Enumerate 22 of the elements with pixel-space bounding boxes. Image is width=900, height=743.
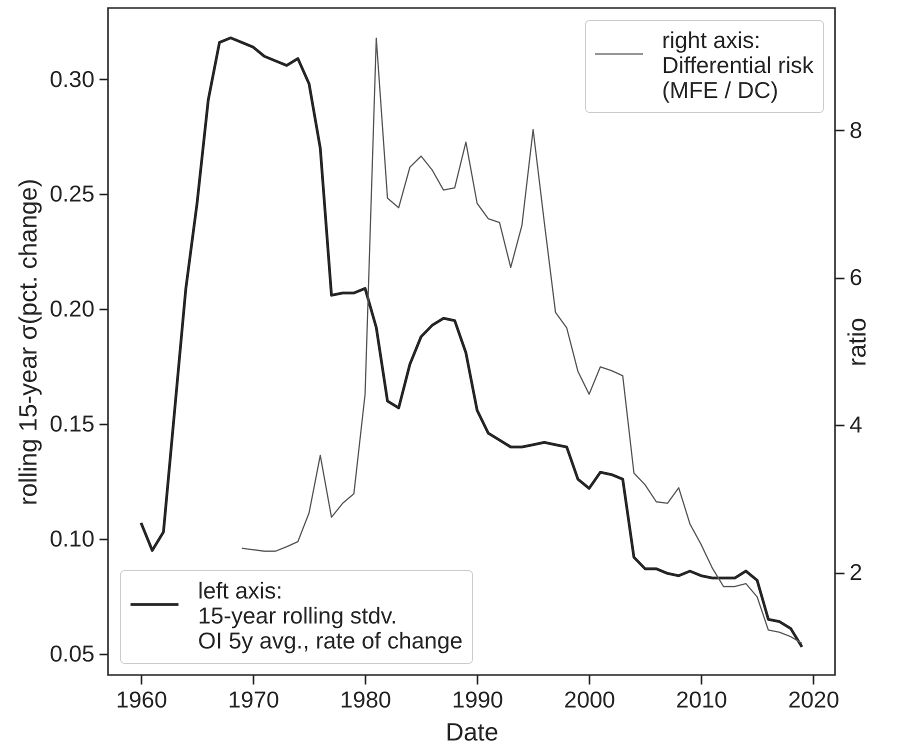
y2-tick-label: 4 xyxy=(850,412,862,438)
x-tick-label: 2020 xyxy=(788,686,840,712)
y2-tick-label: 8 xyxy=(850,116,862,143)
y-tick-label: 0.20 xyxy=(50,296,94,322)
y-tick-label: 0.30 xyxy=(50,66,94,92)
x-tick-label: 1960 xyxy=(116,686,168,712)
y-tick-label: 0.10 xyxy=(50,525,94,552)
y-tick-label: 0.05 xyxy=(50,640,94,666)
x-tick-label: 2010 xyxy=(676,686,728,712)
legend-label: right axis: Differential risk (MFE / DC) xyxy=(662,27,814,103)
x-tick-label: 1980 xyxy=(340,686,392,712)
y2-tick-label: 2 xyxy=(850,559,862,586)
y-tick-label: 0.15 xyxy=(50,410,94,437)
x-axis-title: Date xyxy=(446,718,498,743)
legend-label: left axis: 15-year rolling stdv. OI 5y avg., rate of change xyxy=(198,578,463,654)
x-tick-label: 1970 xyxy=(228,686,280,712)
y-tick-label: 0.25 xyxy=(50,180,94,207)
y2-tick-label: 6 xyxy=(850,264,862,290)
y2-axis-title: ratio xyxy=(843,318,872,366)
x-tick-label: 1990 xyxy=(452,686,504,712)
x-tick-label: 2000 xyxy=(564,686,616,712)
y-axis-title: rolling 15-year σ(pct. change) xyxy=(14,178,43,506)
